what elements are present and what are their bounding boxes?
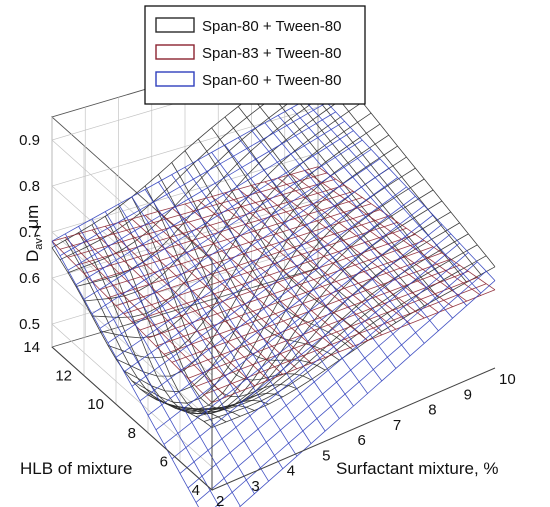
legend-swatch [155,44,195,60]
surface-meshes [51,46,496,507]
mesh-line [131,196,298,457]
legend-label: Span-83 + Tween-80 [202,45,341,62]
mesh-line [224,192,397,330]
mesh-line [78,226,241,507]
mesh-line [291,107,467,306]
mesh-line [237,188,411,324]
z-tick-label: 0.6 [19,270,40,287]
front-edges [51,260,496,491]
mesh-line [264,181,439,313]
mesh-line [304,100,482,294]
mesh-line [237,106,411,315]
mesh-line [118,206,283,409]
mesh-line [51,247,213,428]
mesh-line [104,211,269,482]
x-tick-label: 3 [251,478,259,495]
mesh-line [224,144,397,369]
x-tick-label: 9 [464,386,472,403]
z-tick-label: 0.9 [19,132,40,149]
mesh-line [198,199,368,341]
mesh-line [144,189,312,444]
x-tick-label: 2 [216,493,224,507]
x-axis-title: Surfactant mixture, % [336,459,499,478]
mesh-line [251,96,425,307]
x-tick-label: 6 [358,432,366,449]
mesh-line [51,241,199,507]
surface-2 [51,166,496,403]
legend-label: Span-80 + Tween-80 [202,18,341,35]
mesh-line [291,173,467,302]
mesh-line [104,226,269,381]
mesh-line [277,115,453,319]
y-axis-title: HLB of mixture [20,459,132,478]
legend-swatch [155,71,195,87]
mesh-line [158,181,326,432]
z-tick-label: 0.7 [19,224,40,241]
y-tick-label: 12 [55,368,72,385]
mesh-line [91,229,255,386]
mesh-line [184,203,354,347]
x-tick-label: 8 [428,402,436,419]
mesh-line [317,92,496,281]
legend-swatch [155,17,195,33]
mesh-line [237,137,411,357]
z-tick-label: 0.8 [19,178,40,195]
y-tick-label: 6 [160,453,168,470]
x-tick-label: 4 [287,463,295,480]
x-tick-label: 5 [322,447,330,464]
mesh-line [51,240,213,403]
mesh-line [131,218,298,370]
y-tick-label: 4 [192,482,200,499]
mesh-line [155,189,434,415]
mesh-line [264,122,439,332]
mesh-line [91,224,255,415]
z-axis-title: Dav, μm [23,205,45,262]
mesh-line [251,129,425,344]
mesh-line [147,178,425,415]
mesh-line [211,152,383,382]
mesh-line [317,166,496,291]
y-tick-label: 14 [23,339,40,356]
mesh-line [91,218,255,495]
mesh-line [107,123,381,359]
mesh-line [78,233,241,392]
z-tick-label: 0.5 [19,316,40,333]
mesh-line [197,159,368,394]
x-tick-label: 10 [499,371,516,388]
box-edge [211,367,496,491]
y-tick-label: 8 [128,425,136,442]
mesh-line [139,167,416,411]
box-edge [51,346,213,491]
surface-3 [51,92,496,507]
mesh-line [304,170,482,296]
y-tick-label: 10 [87,396,104,413]
mesh-line [211,127,383,332]
legend: Span-80 + Tween-80 Span-83 + Tween-80 Span… [144,5,366,105]
mesh-line [118,203,284,469]
tick-labels: 0.5 0.6 0.7 0.8 0.9 4 6 8 10 12 14 2 3 4 5 6 7 8 9 10 [19,132,516,507]
legend-label: Span-60 + Tween-80 [202,72,341,89]
mesh-line [184,166,354,407]
mesh-line [171,174,340,419]
mesh-line [64,233,220,507]
mesh-line [144,214,312,364]
x-tick-label: 7 [393,417,401,434]
